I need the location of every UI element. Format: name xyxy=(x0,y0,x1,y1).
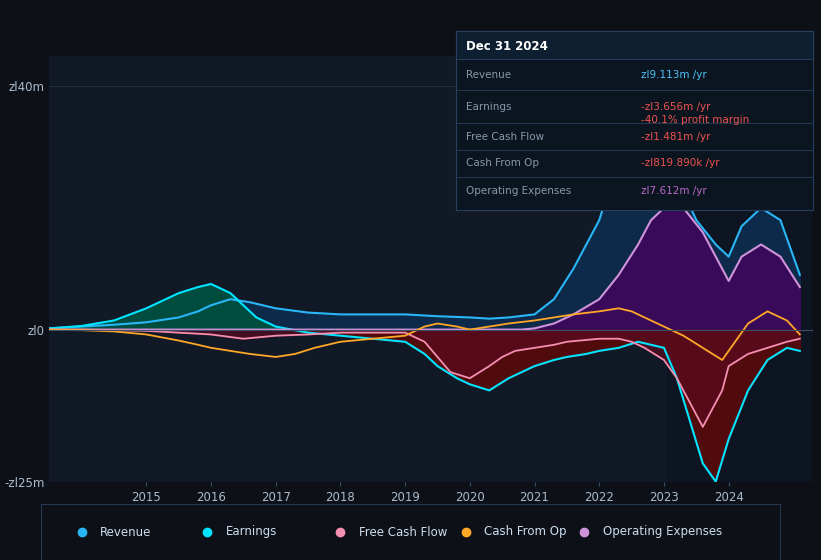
Text: Revenue: Revenue xyxy=(466,69,511,80)
Text: -zl3.656m /yr: -zl3.656m /yr xyxy=(641,102,711,112)
Bar xyxy=(667,56,813,482)
Text: Earnings: Earnings xyxy=(466,102,511,112)
Text: Cash From Op: Cash From Op xyxy=(484,525,566,539)
Text: zl9.113m /yr: zl9.113m /yr xyxy=(641,69,707,80)
Text: Earnings: Earnings xyxy=(226,525,277,539)
Text: -zl1.481m /yr: -zl1.481m /yr xyxy=(641,132,711,142)
Text: Free Cash Flow: Free Cash Flow xyxy=(359,525,447,539)
Text: Dec 31 2024: Dec 31 2024 xyxy=(466,40,548,53)
Text: zl7.612m /yr: zl7.612m /yr xyxy=(641,186,707,196)
Text: Free Cash Flow: Free Cash Flow xyxy=(466,132,544,142)
Text: Cash From Op: Cash From Op xyxy=(466,158,539,169)
Text: Revenue: Revenue xyxy=(100,525,152,539)
Text: -40.1% profit margin: -40.1% profit margin xyxy=(641,115,750,125)
Bar xyxy=(456,31,813,59)
Text: Operating Expenses: Operating Expenses xyxy=(603,525,722,539)
Text: -zl819.890k /yr: -zl819.890k /yr xyxy=(641,158,720,169)
Text: Operating Expenses: Operating Expenses xyxy=(466,186,571,196)
